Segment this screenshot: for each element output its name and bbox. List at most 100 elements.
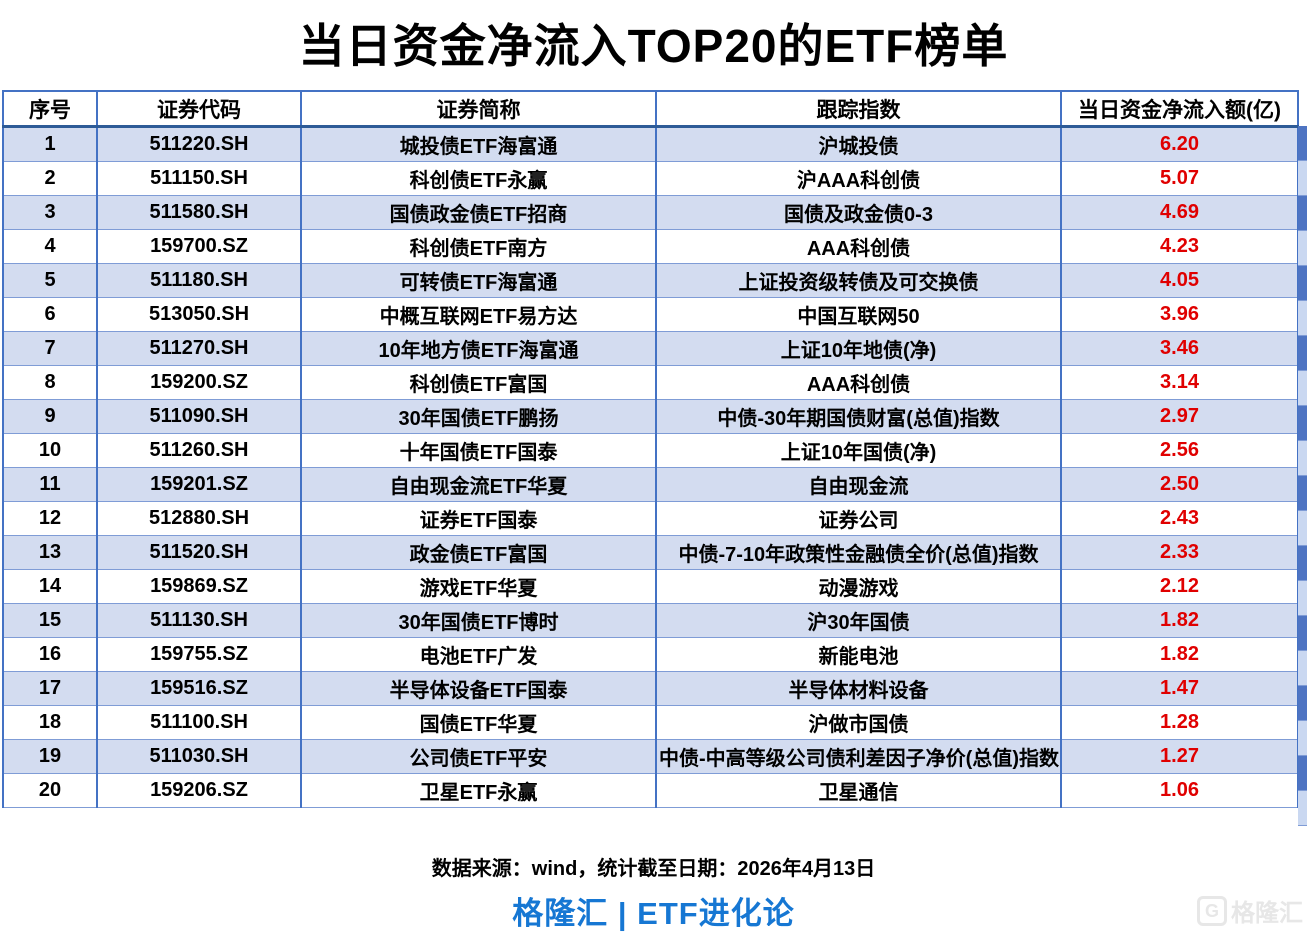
index-cell: 上证10年国债(净)	[655, 433, 1062, 468]
code-cell: 511100.SH	[96, 705, 302, 740]
value-cell: 2.43	[1060, 501, 1299, 536]
table-row: 10 511260.SH 十年国债ETF国泰 上证10年国债(净) 2.56	[2, 433, 1299, 468]
strip-segment	[1298, 511, 1307, 546]
value-cell: 4.05	[1060, 263, 1299, 298]
rank-cell: 10	[2, 433, 98, 468]
index-cell: 证券公司	[655, 501, 1062, 536]
strip-segment	[1298, 476, 1307, 511]
code-cell: 159206.SZ	[96, 773, 302, 808]
strip-segment	[1298, 266, 1307, 301]
code-cell: 511180.SH	[96, 263, 302, 298]
table-header-row: 序号 证券代码 证券简称 跟踪指数 当日资金净流入额(亿)	[2, 90, 1299, 128]
rank-cell: 4	[2, 229, 98, 264]
column-header-1: 证券代码	[96, 90, 302, 128]
table-row: 1 511220.SH 城投债ETF海富通 沪城投债 6.20	[2, 126, 1299, 162]
rank-cell: 14	[2, 569, 98, 604]
index-cell: 新能电池	[655, 637, 1062, 672]
index-cell: 上证投资级转债及可交换债	[655, 263, 1062, 298]
name-cell: 国债ETF华夏	[300, 705, 657, 740]
name-cell: 30年国债ETF鹏扬	[300, 399, 657, 434]
code-cell: 511580.SH	[96, 195, 302, 230]
rank-cell: 19	[2, 739, 98, 774]
index-cell: 中债-30年期国债财富(总值)指数	[655, 399, 1062, 434]
code-cell: 511260.SH	[96, 433, 302, 468]
code-cell: 159869.SZ	[96, 569, 302, 604]
strip-segment	[1298, 336, 1307, 371]
table-row: 16 159755.SZ 电池ETF广发 新能电池 1.82	[2, 637, 1299, 672]
strip-segment	[1298, 581, 1307, 616]
strip-segment	[1298, 301, 1307, 336]
name-cell: 中概互联网ETF易方达	[300, 297, 657, 332]
index-cell: 动漫游戏	[655, 569, 1062, 604]
table-row: 12 512880.SH 证券ETF国泰 证券公司 2.43	[2, 501, 1299, 536]
code-cell: 511030.SH	[96, 739, 302, 774]
code-cell: 511090.SH	[96, 399, 302, 434]
table-row: 14 159869.SZ 游戏ETF华夏 动漫游戏 2.12	[2, 569, 1299, 604]
rank-cell: 11	[2, 467, 98, 502]
strip-segment	[1298, 721, 1307, 756]
strip-segment	[1298, 651, 1307, 686]
code-cell: 512880.SH	[96, 501, 302, 536]
value-cell: 1.82	[1060, 603, 1299, 638]
value-cell: 4.69	[1060, 195, 1299, 230]
code-cell: 159755.SZ	[96, 637, 302, 672]
rank-cell: 12	[2, 501, 98, 536]
code-cell: 511130.SH	[96, 603, 302, 638]
column-header-2: 证券简称	[300, 90, 657, 128]
value-cell: 1.82	[1060, 637, 1299, 672]
table-row: 7 511270.SH 10年地方债ETF海富通 上证10年地债(净) 3.46	[2, 331, 1299, 366]
index-cell: 沪做市国债	[655, 705, 1062, 740]
name-cell: 十年国债ETF国泰	[300, 433, 657, 468]
table-row: 18 511100.SH 国债ETF华夏 沪做市国债 1.28	[2, 705, 1299, 740]
name-cell: 城投债ETF海富通	[300, 126, 657, 162]
rank-cell: 9	[2, 399, 98, 434]
code-cell: 159516.SZ	[96, 671, 302, 706]
table-row: 13 511520.SH 政金债ETF富国 中债-7-10年政策性金融债全价(总值)指…	[2, 535, 1299, 570]
name-cell: 国债政金债ETF招商	[300, 195, 657, 230]
name-cell: 科创债ETF永赢	[300, 161, 657, 196]
value-cell: 3.14	[1060, 365, 1299, 400]
strip-segment	[1298, 756, 1307, 791]
index-cell: 上证10年地债(净)	[655, 331, 1062, 366]
name-cell: 半导体设备ETF国泰	[300, 671, 657, 706]
name-cell: 10年地方债ETF海富通	[300, 331, 657, 366]
column-header-4: 当日资金净流入额(亿)	[1060, 90, 1299, 128]
rank-cell: 13	[2, 535, 98, 570]
index-cell: AAA科创债	[655, 365, 1062, 400]
strip-segment	[1298, 791, 1307, 826]
index-cell: 国债及政金债0-3	[655, 195, 1062, 230]
name-cell: 证券ETF国泰	[300, 501, 657, 536]
code-cell: 511270.SH	[96, 331, 302, 366]
strip-segment	[1298, 546, 1307, 581]
page-title: 当日资金净流入TOP20的ETF榜单	[298, 20, 1009, 72]
index-cell: 半导体材料设备	[655, 671, 1062, 706]
name-cell: 公司债ETF平安	[300, 739, 657, 774]
table-body: 1 511220.SH 城投债ETF海富通 沪城投债 6.20 2 511150.SH 科创债…	[2, 126, 1299, 808]
strip-segment	[1298, 616, 1307, 651]
rank-cell: 17	[2, 671, 98, 706]
name-cell: 游戏ETF华夏	[300, 569, 657, 604]
value-cell: 4.23	[1060, 229, 1299, 264]
strip-segment	[1298, 161, 1307, 196]
rank-cell: 1	[2, 126, 98, 162]
table-row: 3 511580.SH 国债政金债ETF招商 国债及政金债0-3 4.69	[2, 195, 1299, 230]
index-cell: 中国互联网50	[655, 297, 1062, 332]
table-row: 11 159201.SZ 自由现金流ETF华夏 自由现金流 2.50	[2, 467, 1299, 502]
value-cell: 1.47	[1060, 671, 1299, 706]
index-cell: 中债-7-10年政策性金融债全价(总值)指数	[655, 535, 1062, 570]
strip-segment	[1298, 196, 1307, 231]
index-cell: 沪AAA科创债	[655, 161, 1062, 196]
index-cell: 卫星通信	[655, 773, 1062, 808]
value-cell: 1.27	[1060, 739, 1299, 774]
value-cell: 2.50	[1060, 467, 1299, 502]
index-cell: 自由现金流	[655, 467, 1062, 502]
strip-segment	[1298, 406, 1307, 441]
name-cell: 电池ETF广发	[300, 637, 657, 672]
watermark-text: 格隆汇	[1231, 900, 1303, 927]
rank-cell: 16	[2, 637, 98, 672]
value-cell: 2.97	[1060, 399, 1299, 434]
strip-segment	[1298, 441, 1307, 476]
name-cell: 科创债ETF南方	[300, 229, 657, 264]
table-row: 20 159206.SZ 卫星ETF永赢 卫星通信 1.06	[2, 773, 1299, 808]
code-cell: 159700.SZ	[96, 229, 302, 264]
